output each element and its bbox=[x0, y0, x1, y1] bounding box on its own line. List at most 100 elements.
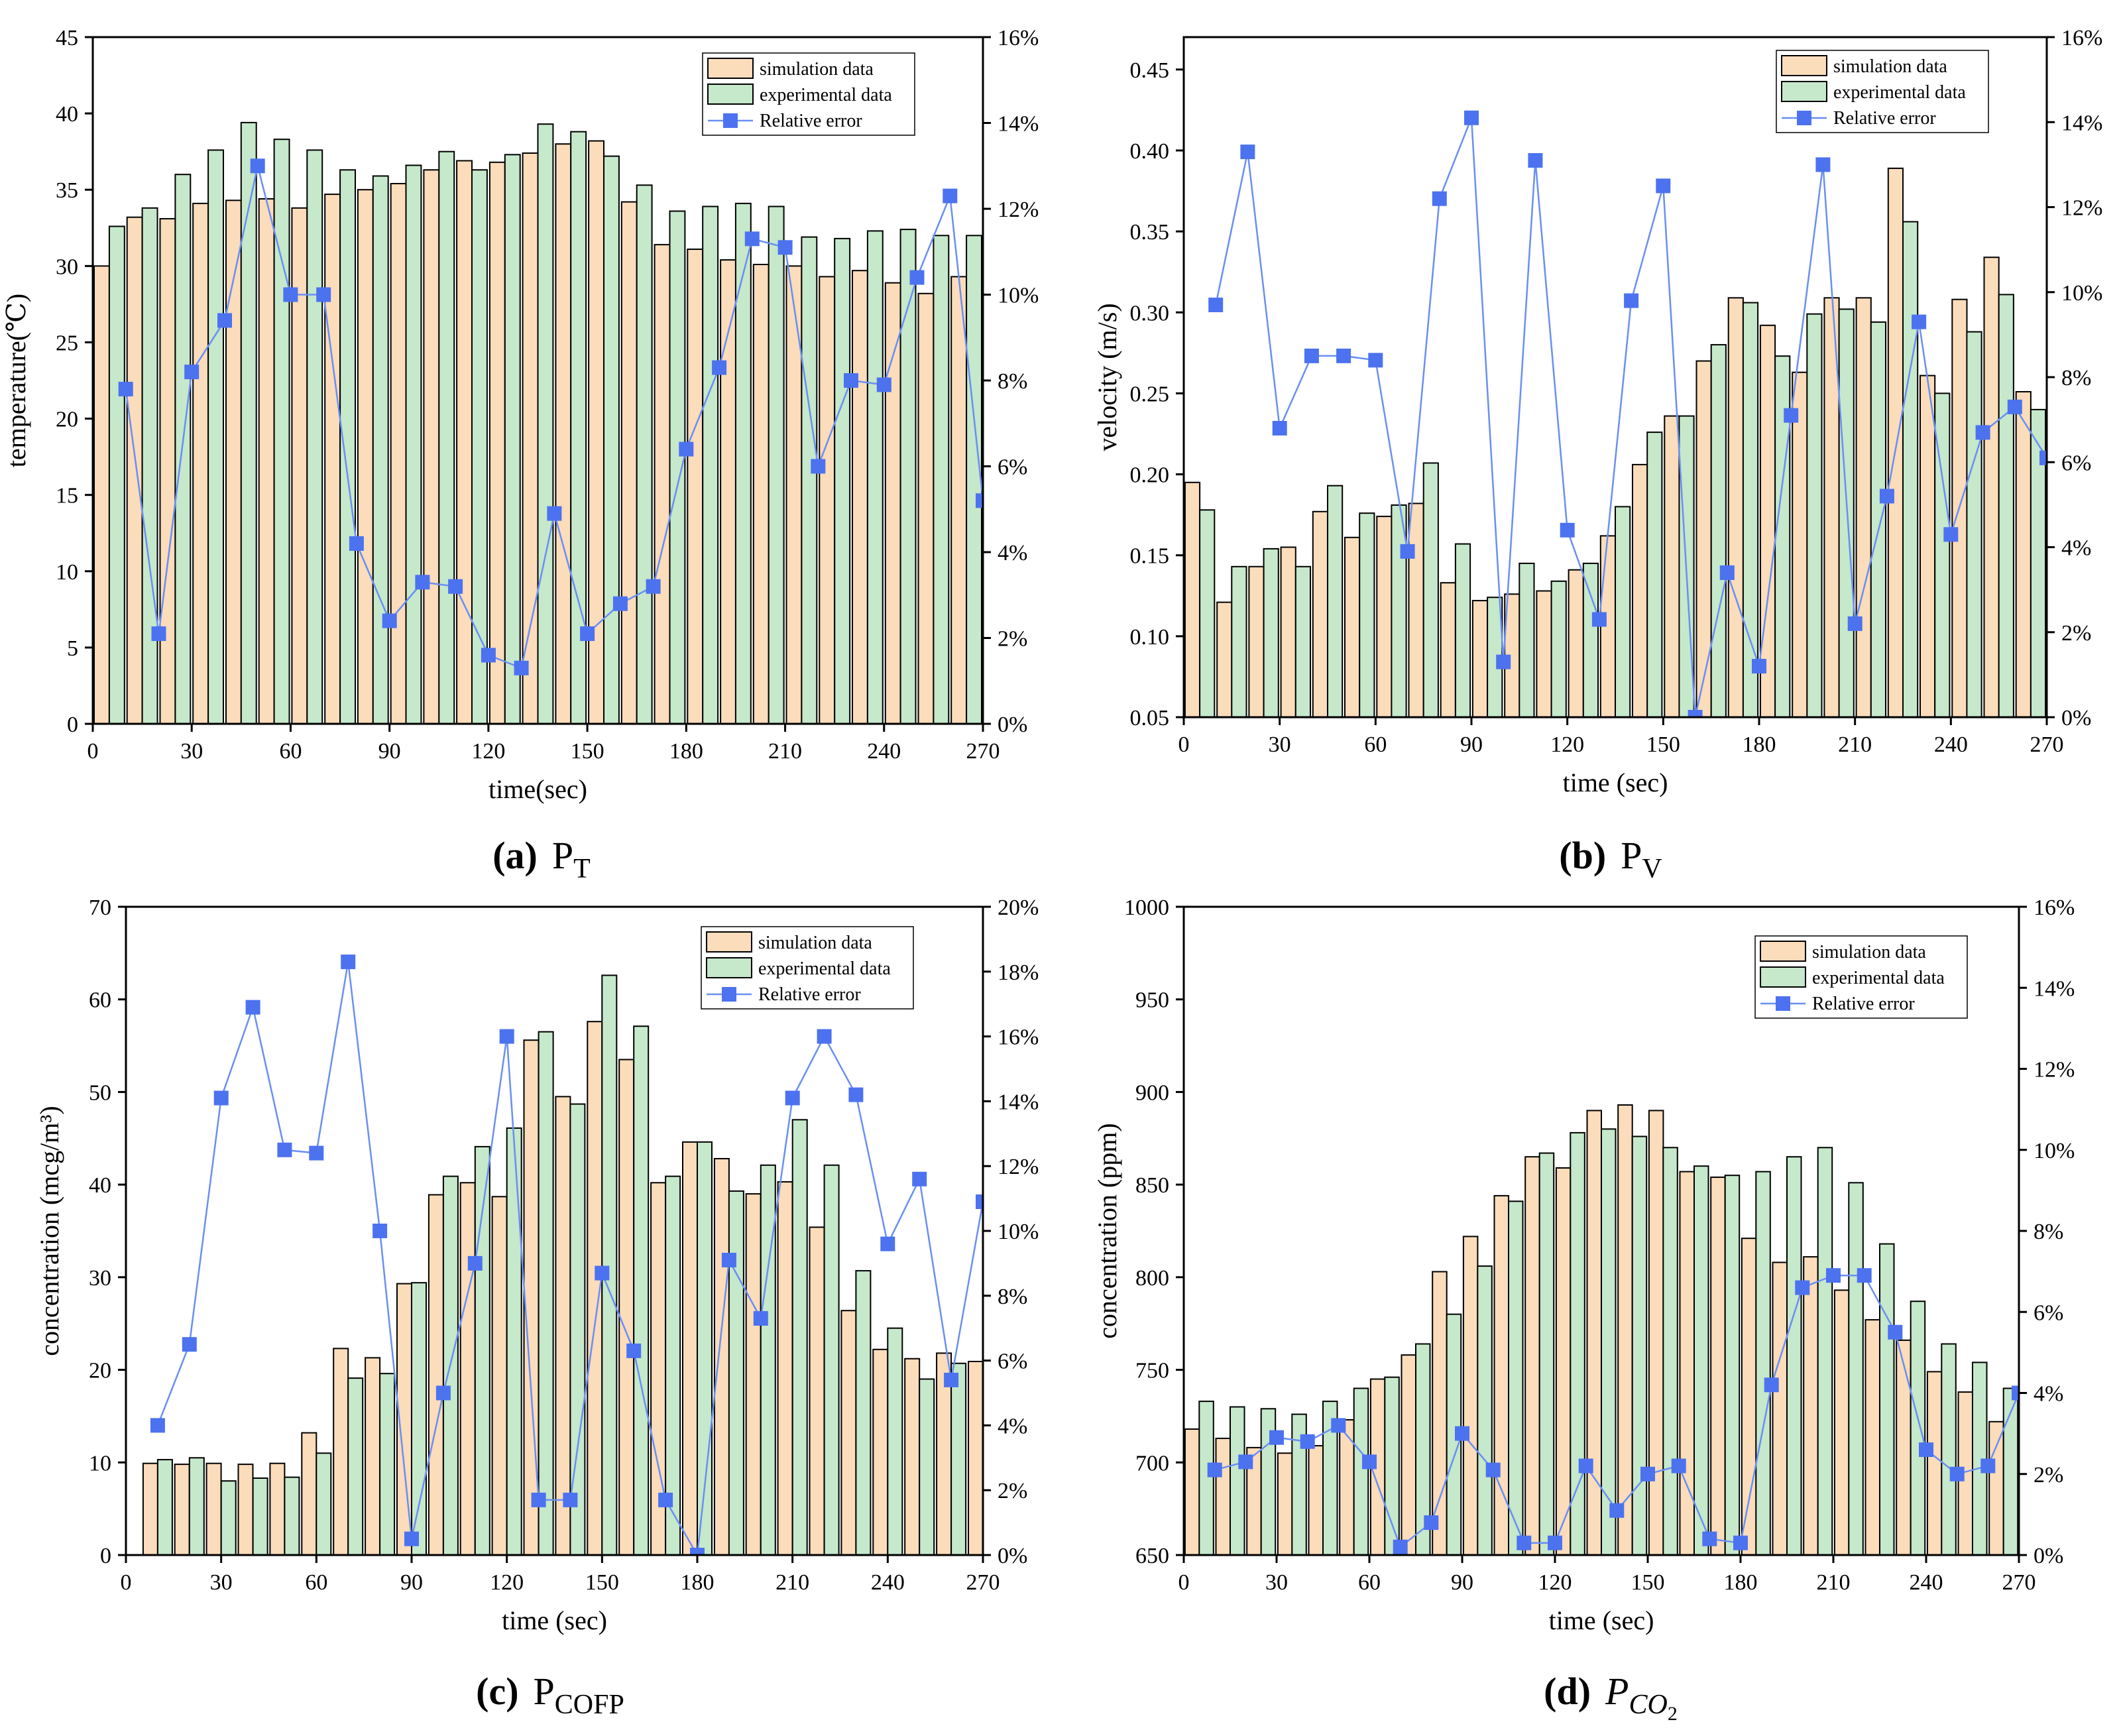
legend-swatch-simulation bbox=[1781, 55, 1827, 76]
x-tick-label: 30 bbox=[180, 739, 203, 764]
experimental-bar-a-26 bbox=[966, 235, 982, 724]
experimental-bar-d-6 bbox=[1384, 1376, 1400, 1555]
legend-label-error: Relative error bbox=[758, 984, 861, 1005]
relative-error-marker-c-8 bbox=[404, 1531, 419, 1546]
relative-error-marker-a-16 bbox=[646, 579, 661, 594]
experimental-bar-a-4 bbox=[240, 121, 257, 724]
simulation-bar-c-15 bbox=[618, 1059, 635, 1555]
relative-error-marker-a-25 bbox=[943, 188, 958, 203]
relative-error-marker-b-8 bbox=[1464, 110, 1479, 125]
relative-error-marker-b-15 bbox=[1688, 710, 1703, 717]
x-tick-label: 90 bbox=[400, 1570, 423, 1595]
relative-error-marker-d-26 bbox=[2012, 1385, 2019, 1401]
experimental-bar-c-24 bbox=[919, 1378, 935, 1555]
relative-error-marker-a-21 bbox=[811, 459, 826, 474]
relative-error-marker-a-17 bbox=[679, 441, 694, 457]
y2-tick-label: 10% bbox=[998, 1220, 1039, 1244]
y-tick-label: 0.30 bbox=[1130, 301, 1170, 325]
y2-tick-label: 6% bbox=[998, 455, 1027, 480]
simulation-bar-b-12 bbox=[1568, 569, 1584, 717]
legend-swatch-experimental bbox=[706, 957, 752, 978]
experimental-bar-d-17 bbox=[1724, 1175, 1741, 1555]
simulation-bar-a-5 bbox=[258, 198, 275, 724]
legend-marker-error bbox=[723, 113, 738, 128]
y2-tick-label: 16% bbox=[998, 26, 1039, 50]
legend-swatch-experimental bbox=[707, 84, 754, 105]
relative-error-marker-b-16 bbox=[1719, 565, 1735, 580]
experimental-bar-a-10 bbox=[438, 150, 455, 724]
relative-error-marker-d-0 bbox=[1207, 1462, 1222, 1477]
simulation-bar-c-0 bbox=[142, 1462, 158, 1555]
experimental-bar-d-5 bbox=[1353, 1387, 1369, 1555]
y-tick-label: 0.40 bbox=[1130, 139, 1170, 164]
experimental-bar-c-20 bbox=[791, 1119, 808, 1555]
experimental-bar-d-21 bbox=[1848, 1182, 1864, 1555]
relative-error-marker-d-12 bbox=[1578, 1458, 1593, 1474]
panel-caption-d: (d) PCO2 bbox=[1544, 1670, 1678, 1725]
experimental-bar-c-25 bbox=[950, 1362, 967, 1555]
relative-error-marker-b-17 bbox=[1752, 659, 1766, 673]
relative-error-marker-b-10 bbox=[1528, 153, 1543, 168]
relative-error-marker-a-4 bbox=[250, 158, 265, 174]
y-tick-label: 700 bbox=[1135, 1451, 1169, 1476]
experimental-bar-d-9 bbox=[1477, 1265, 1493, 1555]
experimental-bar-b-16 bbox=[1710, 344, 1727, 717]
relative-error-marker-c-16 bbox=[658, 1492, 673, 1507]
x-tick-label: 240 bbox=[871, 1570, 905, 1595]
simulation-bar-d-0 bbox=[1184, 1428, 1200, 1555]
experimental-bar-c-16 bbox=[665, 1175, 681, 1555]
y2-tick-label: 12% bbox=[998, 1155, 1039, 1179]
simulation-bar-a-17 bbox=[654, 244, 671, 724]
relative-error-marker-d-21 bbox=[1857, 1268, 1872, 1283]
simulation-bar-a-12 bbox=[488, 161, 506, 724]
simulation-bar-c-7 bbox=[365, 1357, 381, 1555]
experimental-bar-a-0 bbox=[108, 225, 125, 724]
experimental-bar-a-13 bbox=[537, 123, 554, 724]
y2-tick-label: 16% bbox=[2034, 896, 2075, 920]
simulation-bar-a-2 bbox=[159, 218, 176, 724]
experimental-bar-d-3 bbox=[1291, 1413, 1307, 1555]
simulation-bar-b-26 bbox=[2015, 391, 2032, 717]
simulation-bar-d-17 bbox=[1710, 1177, 1726, 1555]
simulation-bar-a-1 bbox=[126, 216, 143, 724]
relative-error-marker-b-6 bbox=[1400, 544, 1415, 559]
y2-tick-label: 2% bbox=[998, 627, 1027, 652]
x-tick-label: 180 bbox=[669, 739, 703, 764]
y2-tick-label: 4% bbox=[2034, 1382, 2063, 1407]
legend-swatch-simulation bbox=[706, 931, 752, 953]
experimental-bar-c-14 bbox=[601, 974, 618, 1555]
y-axis-title: concentration (ppm) bbox=[1092, 1123, 1122, 1338]
experimental-bar-c-4 bbox=[284, 1476, 300, 1555]
simulation-bar-c-13 bbox=[555, 1096, 571, 1555]
relative-error-marker-c-23 bbox=[880, 1236, 895, 1251]
experimental-bar-d-24 bbox=[1941, 1343, 1957, 1555]
experimental-bar-c-5 bbox=[315, 1452, 332, 1555]
y-tick-label: 0 bbox=[100, 1544, 111, 1568]
relative-error-marker-d-23 bbox=[1919, 1442, 1933, 1458]
simulation-bar-d-26 bbox=[1988, 1420, 2004, 1555]
panel-caption-c: (c) PCOFP bbox=[476, 1670, 624, 1720]
x-tick-label: 90 bbox=[1451, 1570, 1473, 1595]
experimental-bar-c-12 bbox=[538, 1031, 554, 1555]
legend-label-error: Relative error bbox=[760, 111, 862, 131]
y2-tick-label: 0% bbox=[2034, 1544, 2063, 1568]
y-axis-title: concentration (mcg/m³) bbox=[34, 1106, 64, 1356]
experimental-bar-c-1 bbox=[188, 1457, 205, 1555]
relative-error-marker-a-9 bbox=[415, 575, 430, 590]
relative-error-marker-b-25 bbox=[2007, 399, 2022, 414]
legend-label-simulation: simulation data bbox=[1812, 942, 1926, 962]
relative-error-marker-c-21 bbox=[817, 1029, 832, 1044]
relative-error-marker-b-9 bbox=[1496, 654, 1511, 669]
simulation-bar-b-8 bbox=[1440, 582, 1456, 717]
relative-error-marker-a-2 bbox=[184, 365, 200, 380]
relative-error-marker-c-6 bbox=[341, 955, 356, 970]
simulation-bar-a-22 bbox=[819, 276, 836, 724]
relative-error-marker-b-26 bbox=[2039, 450, 2047, 465]
simulation-bar-d-15 bbox=[1648, 1110, 1664, 1555]
x-tick-label: 240 bbox=[867, 739, 901, 764]
y-tick-label: 0 bbox=[67, 713, 78, 737]
legend-c: simulation data experimental data Relative… bbox=[701, 926, 914, 1010]
y-tick-label: 0.15 bbox=[1130, 544, 1170, 569]
plot-area-c bbox=[142, 955, 983, 1555]
